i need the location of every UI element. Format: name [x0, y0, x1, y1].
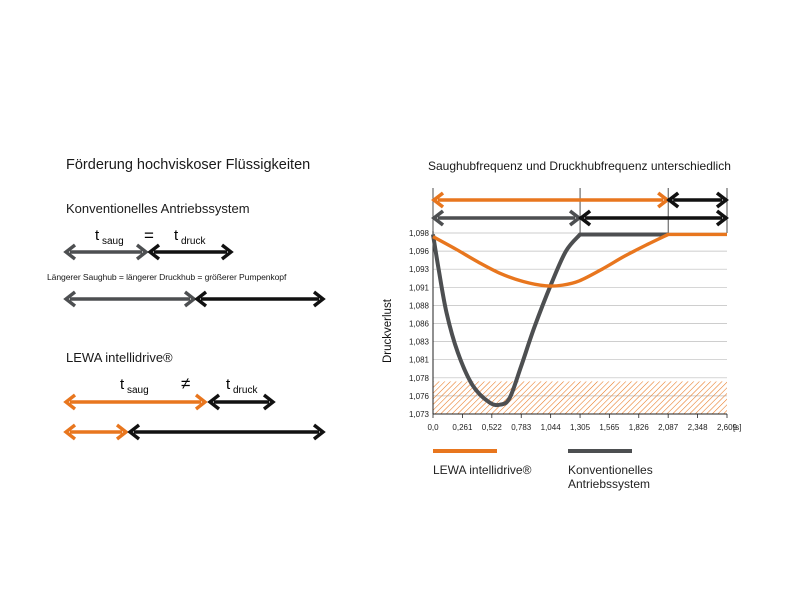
- saug-arrow-long: [63, 290, 197, 308]
- y-tick-label: 1,081: [409, 356, 430, 365]
- x-tick-label: 0,261: [452, 423, 473, 432]
- legend-label: LEWA intellidrive®: [433, 463, 532, 477]
- y-tick-label: 1,096: [409, 247, 430, 256]
- y-tick-label: 1,088: [409, 301, 430, 310]
- legend: LEWA intellidrive® KonventionellesAntrieb…: [433, 449, 653, 491]
- top-arrows: [431, 191, 729, 227]
- conventional-note: Längerer Saughub = längerer Druckhub = g…: [47, 272, 287, 282]
- x-tick-label: 1,044: [541, 423, 562, 432]
- y-tick-label: 1,078: [409, 374, 430, 383]
- main-title: Förderung hochviskoser Flüssigkeiten: [66, 157, 311, 173]
- period-arrow: [578, 209, 729, 227]
- series-line-lewa: [432, 232, 727, 288]
- t-saug-subscript: saug: [127, 385, 149, 396]
- t-druck-label: t: [174, 227, 179, 244]
- y-tick-label: 1,098: [409, 229, 430, 238]
- hatched-band: [433, 381, 727, 414]
- saug-arrow-lewa: [63, 393, 208, 411]
- hatched-region: [433, 381, 727, 414]
- y-ticks: 1,098 1,096 1,093 1,091 1,088 1,086 1,083 1,081…: [409, 229, 430, 419]
- t-saug-subscript: saug: [102, 236, 124, 247]
- not-equal-sign: ≠: [181, 374, 190, 393]
- t-druck-label: t: [226, 376, 231, 393]
- series: [431, 232, 727, 408]
- y-tick-label: 1,073: [409, 410, 430, 419]
- period-arrow: [431, 209, 582, 227]
- x-tick-label: 1,565: [599, 423, 620, 432]
- x-tick-label: 2,609: [717, 423, 738, 432]
- y-tick-label: 1,093: [409, 265, 430, 274]
- x-tick-label: 2,087: [658, 423, 679, 432]
- y-tick-label: 1,086: [409, 320, 430, 329]
- equals-sign: =: [144, 226, 154, 245]
- x-tick-label: 0,522: [482, 423, 503, 432]
- chart-title: Saughubfrequenz und Druckhubfrequenz unt…: [428, 159, 731, 173]
- stroke-arrows: [63, 243, 326, 441]
- t-saug-label: t: [120, 376, 125, 393]
- saug-arrow-conventional: [63, 243, 149, 261]
- x-unit-label: [s]: [733, 423, 741, 432]
- y-tick-label: 1,083: [409, 338, 430, 347]
- series-line-conventional: [431, 232, 669, 408]
- conventional-time-labels: t saug = t druck: [95, 226, 206, 247]
- x-tick-label: 0,783: [511, 423, 532, 432]
- druck-arrow-lewa: [207, 393, 276, 411]
- x-tick-label: 0,0: [427, 423, 439, 432]
- x-tick-label: 1,305: [570, 423, 591, 432]
- saug-arrow-lewa-short: [63, 423, 129, 441]
- conventional-heading: Konventionelles Antriebssystem: [66, 201, 250, 216]
- x-ticks: 0,0 0,261 0,522 0,783 1,044 1,305 1,565 1,826 2,…: [427, 414, 741, 432]
- t-druck-subscript: druck: [233, 385, 258, 396]
- druck-arrow-long: [194, 290, 326, 308]
- druck-arrow-lewa-long: [127, 423, 326, 441]
- legend-label: Antriebssystem: [568, 477, 650, 491]
- t-druck-subscript: druck: [181, 236, 206, 247]
- t-saug-label: t: [95, 227, 100, 244]
- period-arrow: [431, 191, 671, 209]
- x-tick-label: 2,348: [688, 423, 709, 432]
- druck-arrow-conventional: [147, 243, 234, 261]
- axes: [432, 188, 728, 415]
- x-tick-label: 1,826: [629, 423, 650, 432]
- y-tick-label: 1,076: [409, 392, 430, 401]
- lewa-heading: LEWA intellidrive®: [66, 350, 173, 365]
- period-arrow: [666, 191, 729, 209]
- y-tick-label: 1,091: [409, 283, 430, 292]
- lewa-time-labels: t saug ≠ t druck: [120, 374, 258, 396]
- y-axis-label: Druckverlust: [382, 298, 394, 363]
- legend-label: Konventionelles: [568, 463, 653, 477]
- legend-item: LEWA intellidrive®: [433, 449, 532, 477]
